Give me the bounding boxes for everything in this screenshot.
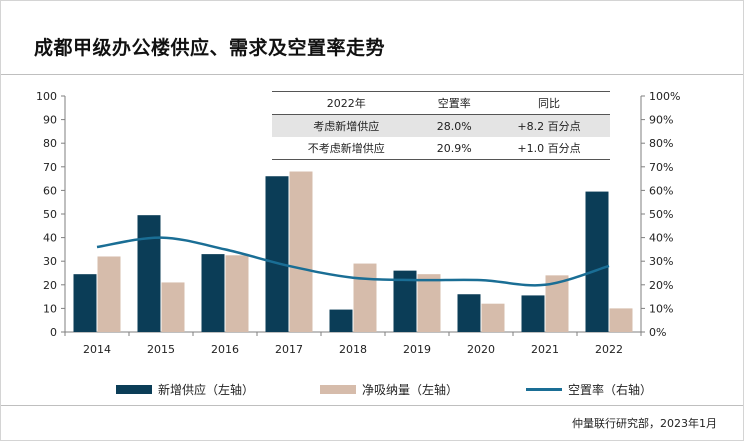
- table-row: 不考虑新增供应 20.9% +1.0 百分点: [272, 137, 610, 160]
- y-right-tick-label: 50%: [649, 208, 673, 221]
- bar-supply: [521, 295, 545, 332]
- bar-absorption: [225, 255, 249, 332]
- y-left-tick-label: 30: [43, 255, 57, 268]
- y-left-tick-label: 80: [43, 137, 57, 150]
- table-cell: 28.0%: [436, 119, 472, 133]
- table-header-year: 2022年: [326, 97, 366, 110]
- y-right-tick-label: 90%: [649, 114, 673, 127]
- bar-absorption: [481, 303, 505, 332]
- y-left-tick-label: 60: [43, 184, 57, 197]
- bar-supply: [137, 215, 161, 332]
- legend-label-supply: 新增供应（左轴）: [158, 383, 255, 397]
- x-tick-label: 2016: [211, 343, 239, 356]
- legend-label-vacancy: 空置率（右轴）: [568, 383, 653, 397]
- vacancy-summary-table: 2022年 空置率 同比 考虑新增供应 28.0% +8.2 百分点 不考虑新增…: [272, 91, 610, 160]
- table-cell: 不考虑新增供应: [307, 142, 385, 155]
- table-header-yoy: 同比: [538, 97, 560, 110]
- y-right-tick-label: 80%: [649, 137, 673, 150]
- bar-supply: [585, 191, 609, 332]
- legend-item-absorption: 净吸纳量（左轴）: [320, 381, 458, 398]
- x-tick-label: 2018: [339, 343, 367, 356]
- table-cell: +8.2 百分点: [517, 120, 581, 133]
- bar-absorption: [97, 256, 121, 332]
- bar-supply: [201, 254, 225, 332]
- legend-swatch-vacancy: [526, 388, 562, 391]
- source-note: 仲量联行研究部，2023年1月: [572, 417, 717, 430]
- legend-swatch-supply: [116, 385, 152, 394]
- y-left-tick-label: 100: [36, 90, 57, 103]
- bar-absorption: [289, 171, 313, 332]
- y-right-tick-label: 60%: [649, 184, 673, 197]
- table-cell: 20.9%: [436, 141, 472, 155]
- bar-absorption: [353, 263, 377, 332]
- table-header-vacancy: 空置率: [437, 97, 471, 110]
- title-divider: [1, 74, 743, 75]
- x-tick-label: 2022: [595, 343, 623, 356]
- x-tick-label: 2019: [403, 343, 431, 356]
- y-right-tick-label: 0%: [649, 326, 666, 339]
- y-right-tick-label: 70%: [649, 161, 673, 174]
- y-left-tick-label: 50: [43, 208, 57, 221]
- x-tick-label: 2021: [531, 343, 559, 356]
- bar-absorption: [161, 282, 185, 332]
- bar-supply: [73, 274, 97, 332]
- y-left-tick-label: 40: [43, 232, 57, 245]
- footer-divider: [1, 405, 743, 406]
- bar-supply: [393, 270, 417, 332]
- chart-title: 成都甲级办公楼供应、需求及空置率走势: [34, 37, 386, 59]
- bar-supply: [329, 309, 353, 332]
- x-tick-label: 2014: [83, 343, 111, 356]
- y-right-tick-label: 100%: [649, 90, 680, 103]
- x-tick-label: 2017: [275, 343, 303, 356]
- bar-supply: [457, 294, 481, 332]
- bar-absorption: [417, 274, 441, 332]
- table-cell: 考虑新增供应: [313, 120, 380, 133]
- table-cell: +1.0 百分点: [517, 142, 581, 155]
- y-left-tick-label: 90: [43, 114, 57, 127]
- y-left-tick-label: 20: [43, 279, 57, 292]
- table-header-row: 2022年 空置率 同比: [272, 91, 610, 115]
- legend-item-supply: 新增供应（左轴）: [116, 381, 254, 398]
- x-tick-label: 2020: [467, 343, 495, 356]
- bar-supply: [265, 176, 289, 332]
- y-right-tick-label: 20%: [649, 279, 673, 292]
- table-row: 考虑新增供应 28.0% +8.2 百分点: [272, 114, 610, 137]
- legend-item-vacancy: 空置率（右轴）: [526, 381, 652, 398]
- vacancy-line: [96, 236, 610, 287]
- bar-absorption: [545, 275, 569, 332]
- y-right-tick-label: 10%: [649, 302, 673, 315]
- y-left-tick-label: 10: [43, 302, 57, 315]
- y-right-tick-label: 40%: [649, 232, 673, 245]
- legend-label-absorption: 净吸纳量（左轴）: [362, 383, 459, 397]
- bar-absorption: [609, 308, 633, 332]
- y-left-tick-label: 70: [43, 161, 57, 174]
- y-left-tick-label: 0: [50, 326, 57, 339]
- x-tick-label: 2015: [147, 343, 175, 356]
- y-right-tick-label: 30%: [649, 255, 673, 268]
- legend-swatch-absorption: [320, 385, 356, 394]
